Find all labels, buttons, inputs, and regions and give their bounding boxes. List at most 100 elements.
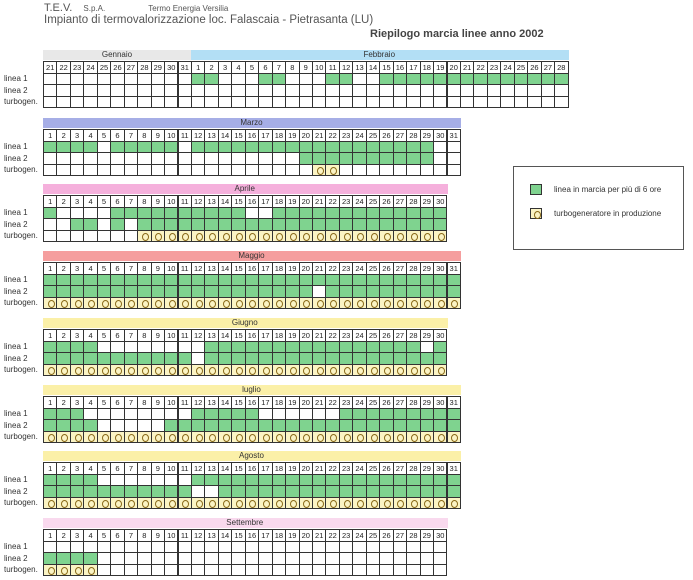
turbo-cell — [217, 95, 233, 108]
turbo-cell — [419, 363, 435, 376]
turbo-cell — [352, 430, 367, 443]
turbo-cell — [177, 363, 192, 376]
month-name: Gennaio — [101, 50, 133, 59]
turbo-cell — [446, 163, 461, 176]
turbo-cell — [190, 363, 206, 376]
turbo-cell — [338, 563, 354, 576]
turbo-cell — [244, 430, 260, 443]
turbo-cell — [258, 496, 273, 509]
turbo-cell — [298, 363, 313, 376]
turbo-cell — [164, 430, 179, 443]
turbo-cell — [271, 296, 287, 309]
turbo-cell — [69, 163, 85, 176]
turbo-cell — [164, 296, 179, 309]
turbo-cell — [150, 430, 166, 443]
turbo-cell — [433, 229, 448, 242]
turbo-cell — [56, 229, 71, 242]
legend-turbo-swatch — [530, 208, 542, 219]
turbo-cell — [406, 163, 421, 176]
turbo-cell — [83, 496, 98, 509]
turbo-cell — [379, 229, 394, 242]
turbo-cell — [150, 163, 166, 176]
turbo-cell — [231, 496, 246, 509]
turbo-cell — [325, 563, 340, 576]
turbo-cell — [419, 496, 435, 509]
turbo-cell — [379, 95, 394, 108]
turbo-cell — [338, 430, 354, 443]
turbo-cell — [96, 296, 112, 309]
turbo-cell — [123, 229, 139, 242]
turbo-cell — [69, 430, 85, 443]
page-title: Riepilogo marcia linee anno 2002 — [370, 28, 544, 40]
plant-subtitle: Impianto di termovalorizzazione loc. Fal… — [44, 14, 374, 26]
turbo-cell — [110, 229, 125, 242]
month-name: Settembre — [226, 518, 264, 527]
turbo-cell — [325, 95, 340, 108]
turbo-cell — [271, 229, 287, 242]
turbo-cell — [217, 496, 233, 509]
turbo-cell — [56, 563, 71, 576]
month-name: Agosto — [239, 451, 264, 460]
month-header-bar — [43, 251, 461, 261]
turbo-cell — [69, 563, 85, 576]
turbo-cell — [352, 563, 367, 576]
row-label: turbogen. — [4, 565, 38, 574]
turbo-cell — [312, 430, 327, 443]
turbo-cell — [406, 363, 421, 376]
turbo-cell — [150, 296, 166, 309]
turbo-cell — [312, 296, 327, 309]
turbo-cell — [271, 563, 287, 576]
turbo-cell — [83, 563, 98, 576]
turbo-cell — [325, 496, 340, 509]
turbo-cell — [258, 163, 273, 176]
row-label: turbogen. — [4, 165, 38, 174]
turbo-cell — [204, 296, 219, 309]
turbo-cell — [406, 563, 421, 576]
turbo-cell — [177, 430, 192, 443]
turbo-cell — [244, 363, 260, 376]
company-form: S.p.A. — [83, 4, 106, 13]
turbo-cell — [137, 229, 152, 242]
turbo-cell — [298, 95, 313, 108]
row-label: turbogen. — [4, 97, 38, 106]
turbo-cell — [177, 496, 192, 509]
turbo-cell — [459, 95, 475, 108]
turbo-cell — [285, 430, 300, 443]
turbo-cell — [312, 229, 327, 242]
legend-running-swatch — [530, 184, 542, 195]
legend-turbo-label: turbogeneratore in produzione — [554, 209, 662, 218]
turbo-cell — [554, 95, 569, 108]
turbo-cell — [433, 163, 448, 176]
month-name: Giugno — [231, 318, 258, 327]
turbo-cell — [379, 163, 394, 176]
turbo-cell — [338, 363, 354, 376]
turbo-cell — [190, 163, 206, 176]
turbo-cell — [231, 229, 246, 242]
turbo-cell — [486, 95, 502, 108]
turbo-cell — [258, 363, 273, 376]
turbo-cell — [110, 563, 125, 576]
turbo-cell — [271, 496, 287, 509]
turbo-cell — [204, 229, 219, 242]
turbo-cell — [271, 363, 287, 376]
turbo-cell — [258, 430, 273, 443]
turbo-cell — [123, 296, 139, 309]
turbo-cell — [419, 229, 435, 242]
turbo-cell — [392, 563, 408, 576]
turbo-cell — [285, 229, 300, 242]
month-name: Aprile — [234, 184, 255, 193]
turbo-cell — [137, 563, 152, 576]
turbo-cell — [204, 496, 219, 509]
turbo-cell — [392, 430, 408, 443]
turbo-cell — [231, 95, 246, 108]
turbo-cell — [217, 296, 233, 309]
legend-running-label: linea in marcia per più di 6 ore — [554, 185, 662, 194]
month-header-bar — [190, 50, 569, 60]
turbo-cell — [298, 563, 313, 576]
turbo-cell — [406, 496, 421, 509]
turbo-cell — [446, 95, 461, 108]
turbo-cell — [150, 496, 166, 509]
turbo-cell — [527, 95, 542, 108]
turbo-cell — [352, 95, 367, 108]
turbo-cell — [312, 95, 327, 108]
